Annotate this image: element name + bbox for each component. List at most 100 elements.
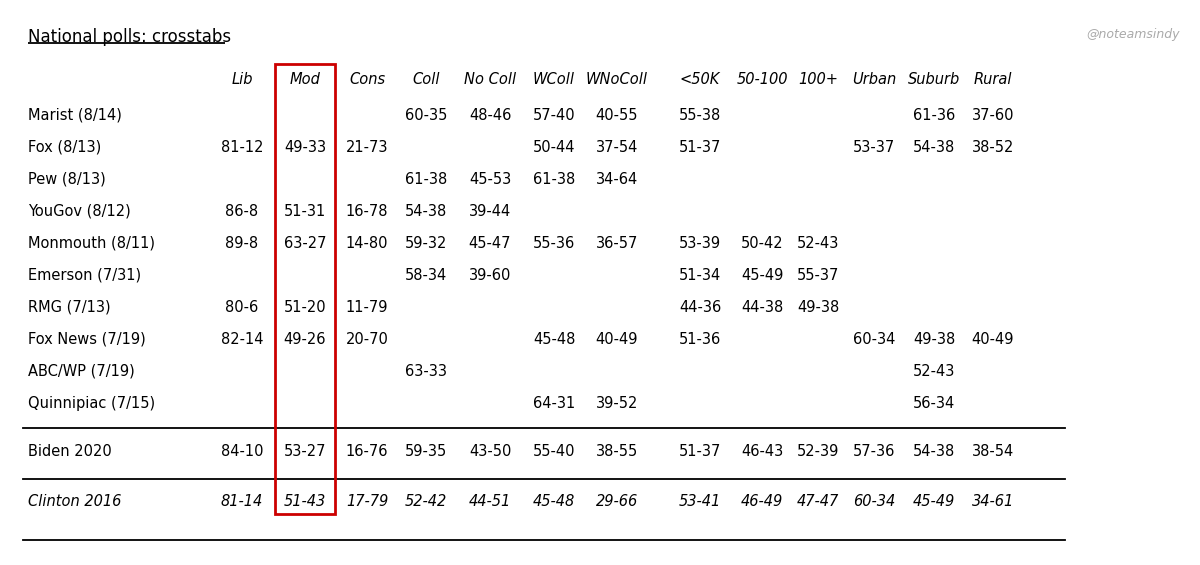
Text: Coll: Coll <box>413 72 439 87</box>
Text: 61-38: 61-38 <box>404 172 448 187</box>
Text: 16-76: 16-76 <box>346 444 389 459</box>
Text: 51-36: 51-36 <box>679 332 721 347</box>
Text: 48-46: 48-46 <box>469 108 511 123</box>
Text: 80-6: 80-6 <box>226 300 259 315</box>
Text: Fox (8/13): Fox (8/13) <box>28 140 101 155</box>
Text: 52-39: 52-39 <box>797 444 839 459</box>
Text: WColl: WColl <box>533 72 575 87</box>
Text: 100+: 100+ <box>798 72 838 87</box>
Text: 21-73: 21-73 <box>346 140 389 155</box>
Text: 46-49: 46-49 <box>740 494 784 509</box>
Text: 53-41: 53-41 <box>679 494 721 509</box>
Text: 60-34: 60-34 <box>853 332 895 347</box>
Text: 53-27: 53-27 <box>283 444 326 459</box>
Text: Mod: Mod <box>289 72 320 87</box>
Text: Pew (8/13): Pew (8/13) <box>28 172 106 187</box>
Text: 81-14: 81-14 <box>221 494 263 509</box>
Text: 51-37: 51-37 <box>679 444 721 459</box>
Text: 51-43: 51-43 <box>284 494 326 509</box>
Text: 55-40: 55-40 <box>533 444 575 459</box>
Text: 45-48: 45-48 <box>533 494 575 509</box>
Text: 34-64: 34-64 <box>596 172 638 187</box>
Text: 89-8: 89-8 <box>226 236 258 251</box>
Text: 57-36: 57-36 <box>853 444 895 459</box>
Text: WNoColl: WNoColl <box>586 72 648 87</box>
Text: 34-61: 34-61 <box>972 494 1014 509</box>
Text: 49-33: 49-33 <box>284 140 326 155</box>
Text: 14-80: 14-80 <box>346 236 389 251</box>
Text: 82-14: 82-14 <box>221 332 263 347</box>
Text: 36-57: 36-57 <box>596 236 638 251</box>
Text: 49-26: 49-26 <box>283 332 326 347</box>
Text: 37-54: 37-54 <box>596 140 638 155</box>
Text: 59-32: 59-32 <box>404 236 448 251</box>
Text: 86-8: 86-8 <box>226 204 258 219</box>
Text: 11-79: 11-79 <box>346 300 389 315</box>
Text: RMG (7/13): RMG (7/13) <box>28 300 110 315</box>
Text: 47-47: 47-47 <box>797 494 839 509</box>
Text: <50K: <50K <box>680 72 720 87</box>
Text: 49-38: 49-38 <box>797 300 839 315</box>
Text: 52-43: 52-43 <box>797 236 839 251</box>
Text: 54-38: 54-38 <box>913 140 955 155</box>
Text: 55-37: 55-37 <box>797 268 839 283</box>
Text: 63-33: 63-33 <box>406 364 446 379</box>
Text: Monmouth (8/11): Monmouth (8/11) <box>28 236 155 251</box>
Text: 63-27: 63-27 <box>283 236 326 251</box>
Text: 60-34: 60-34 <box>853 494 895 509</box>
Text: 54-38: 54-38 <box>913 444 955 459</box>
Text: 44-38: 44-38 <box>740 300 784 315</box>
Text: 44-36: 44-36 <box>679 300 721 315</box>
Text: 17-79: 17-79 <box>346 494 388 509</box>
Text: Cons: Cons <box>349 72 385 87</box>
Text: 46-43: 46-43 <box>740 444 784 459</box>
Text: 50-44: 50-44 <box>533 140 575 155</box>
Text: Fox News (7/19): Fox News (7/19) <box>28 332 145 347</box>
Text: 52-42: 52-42 <box>404 494 448 509</box>
Text: Emerson (7/31): Emerson (7/31) <box>28 268 142 283</box>
Text: 50-100: 50-100 <box>737 72 787 87</box>
Text: Biden 2020: Biden 2020 <box>28 444 112 459</box>
Text: 43-50: 43-50 <box>469 444 511 459</box>
Text: 16-78: 16-78 <box>346 204 389 219</box>
Text: 50-42: 50-42 <box>740 236 784 251</box>
Text: 56-34: 56-34 <box>913 396 955 411</box>
Text: 45-48: 45-48 <box>533 332 575 347</box>
Text: 51-37: 51-37 <box>679 140 721 155</box>
Text: 54-38: 54-38 <box>404 204 448 219</box>
Text: 61-38: 61-38 <box>533 172 575 187</box>
Text: 55-36: 55-36 <box>533 236 575 251</box>
Text: 55-38: 55-38 <box>679 108 721 123</box>
Text: 37-60: 37-60 <box>972 108 1014 123</box>
Text: 84-10: 84-10 <box>221 444 263 459</box>
Text: 64-31: 64-31 <box>533 396 575 411</box>
Text: 38-55: 38-55 <box>596 444 638 459</box>
Text: 57-40: 57-40 <box>533 108 575 123</box>
Text: 61-36: 61-36 <box>913 108 955 123</box>
Text: 20-70: 20-70 <box>346 332 389 347</box>
Text: 40-49: 40-49 <box>595 332 638 347</box>
Text: 53-37: 53-37 <box>853 140 895 155</box>
Text: Lib: Lib <box>232 72 253 87</box>
Text: Suburb: Suburb <box>908 72 960 87</box>
Text: @noteamsindy: @noteamsindy <box>1086 28 1180 41</box>
Text: 49-38: 49-38 <box>913 332 955 347</box>
Text: No Coll: No Coll <box>464 72 516 87</box>
Text: 39-60: 39-60 <box>469 268 511 283</box>
Text: Rural: Rural <box>973 72 1013 87</box>
Text: 39-44: 39-44 <box>469 204 511 219</box>
Text: ABC/WP (7/19): ABC/WP (7/19) <box>28 364 134 379</box>
Text: 58-34: 58-34 <box>404 268 448 283</box>
Text: 29-66: 29-66 <box>596 494 638 509</box>
Text: 44-51: 44-51 <box>469 494 511 509</box>
Text: 52-43: 52-43 <box>913 364 955 379</box>
Text: 45-49: 45-49 <box>740 268 784 283</box>
Text: 38-52: 38-52 <box>972 140 1014 155</box>
Text: 51-20: 51-20 <box>283 300 326 315</box>
Text: Clinton 2016: Clinton 2016 <box>28 494 121 509</box>
Text: 39-52: 39-52 <box>596 396 638 411</box>
Text: Urban: Urban <box>852 72 896 87</box>
Text: 45-49: 45-49 <box>913 494 955 509</box>
Text: 59-35: 59-35 <box>404 444 448 459</box>
Text: 45-53: 45-53 <box>469 172 511 187</box>
